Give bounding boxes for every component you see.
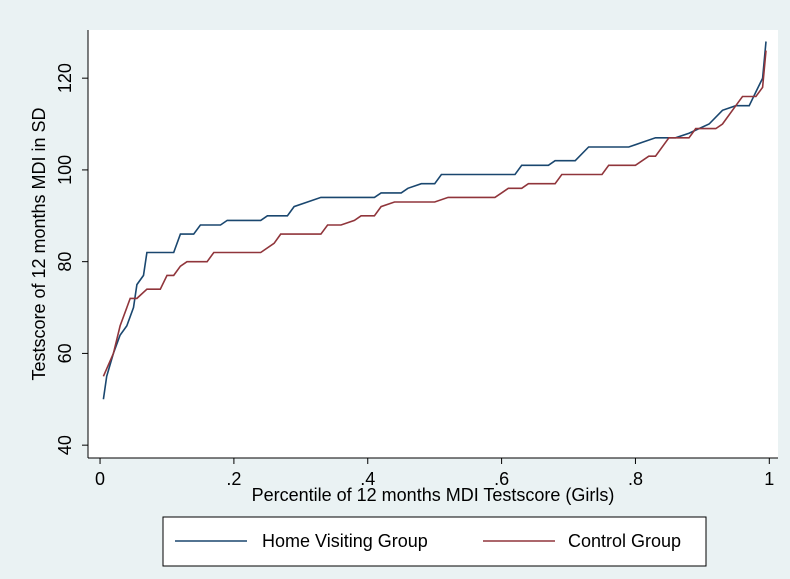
x-tick-label: 1 <box>764 469 774 489</box>
data-line <box>102 50 767 377</box>
legend-label: Control Group <box>568 531 681 551</box>
data-line <box>102 41 767 400</box>
x-tick-label: .2 <box>226 469 241 489</box>
x-tick-label: .4 <box>360 469 375 489</box>
y-axis-label: Testscore of 12 months MDI in SD <box>29 107 49 380</box>
plot-area <box>88 30 778 458</box>
y-tick-label: 100 <box>55 155 75 185</box>
y-tick-label: 80 <box>55 252 75 272</box>
x-tick-label: .6 <box>494 469 509 489</box>
legend-box <box>162 516 707 567</box>
x-tick-label: .8 <box>628 469 643 489</box>
x-tick-label: 0 <box>95 469 105 489</box>
y-tick-label: 60 <box>55 343 75 363</box>
x-axis-label: Percentile of 12 months MDI Testscore (G… <box>252 485 615 505</box>
legend-label: Home Visiting Group <box>262 531 428 551</box>
y-tick-label: 40 <box>55 435 75 455</box>
y-tick-label: 120 <box>55 63 75 93</box>
